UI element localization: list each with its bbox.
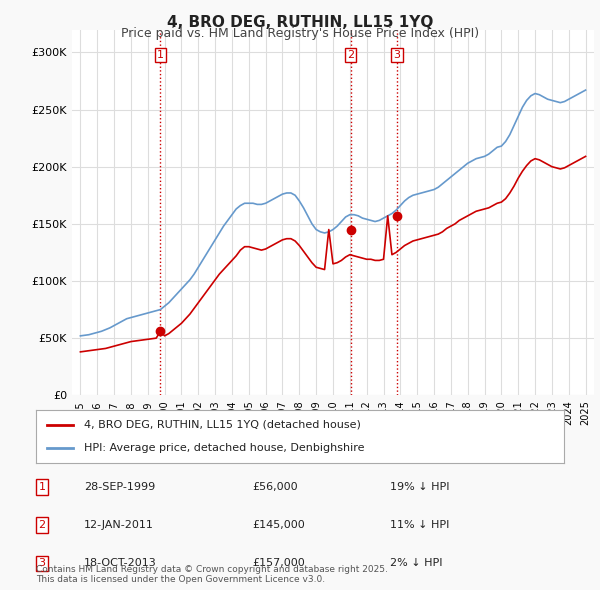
- Text: Price paid vs. HM Land Registry's House Price Index (HPI): Price paid vs. HM Land Registry's House …: [121, 27, 479, 40]
- Text: £145,000: £145,000: [252, 520, 305, 530]
- Text: 1: 1: [157, 50, 164, 60]
- Text: 4, BRO DEG, RUTHIN, LL15 1YQ: 4, BRO DEG, RUTHIN, LL15 1YQ: [167, 15, 433, 30]
- Text: 18-OCT-2013: 18-OCT-2013: [84, 559, 157, 568]
- Text: £157,000: £157,000: [252, 559, 305, 568]
- Text: 4, BRO DEG, RUTHIN, LL15 1YQ (detached house): 4, BRO DEG, RUTHIN, LL15 1YQ (detached h…: [83, 420, 361, 430]
- Text: 12-JAN-2011: 12-JAN-2011: [84, 520, 154, 530]
- Text: 2: 2: [347, 50, 354, 60]
- Text: 3: 3: [394, 50, 400, 60]
- Text: 2% ↓ HPI: 2% ↓ HPI: [390, 559, 443, 568]
- Text: HPI: Average price, detached house, Denbighshire: HPI: Average price, detached house, Denb…: [83, 443, 364, 453]
- Text: 2: 2: [38, 520, 46, 530]
- Text: 3: 3: [38, 559, 46, 568]
- Text: 1: 1: [38, 482, 46, 491]
- Text: 19% ↓ HPI: 19% ↓ HPI: [390, 482, 449, 491]
- Text: £56,000: £56,000: [252, 482, 298, 491]
- Text: Contains HM Land Registry data © Crown copyright and database right 2025.
This d: Contains HM Land Registry data © Crown c…: [36, 565, 388, 584]
- Text: 28-SEP-1999: 28-SEP-1999: [84, 482, 155, 491]
- Text: 11% ↓ HPI: 11% ↓ HPI: [390, 520, 449, 530]
